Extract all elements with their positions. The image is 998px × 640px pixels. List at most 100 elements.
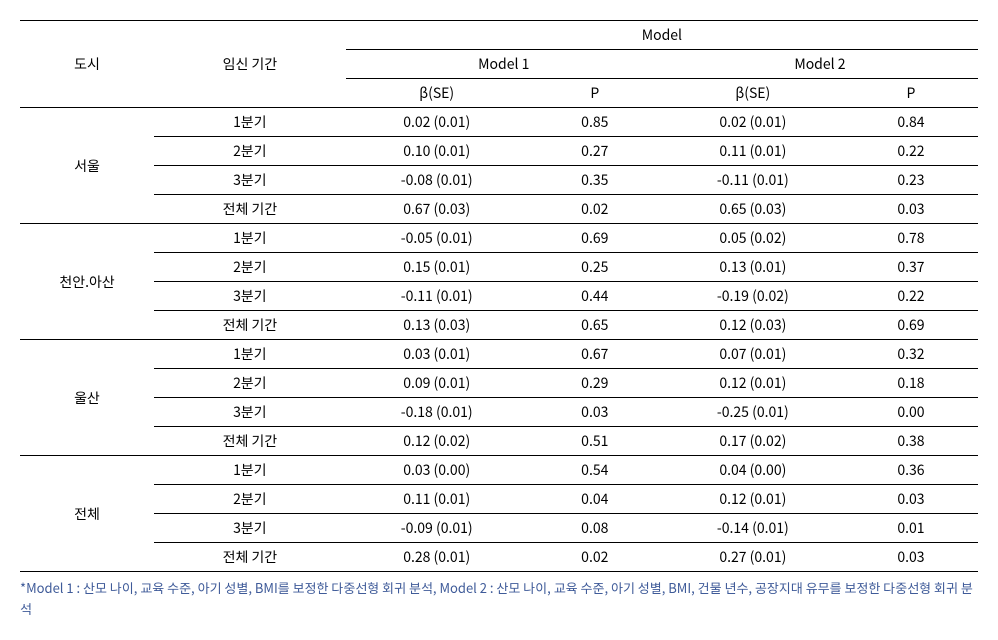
m2-beta-cell: 0.05 (0.02) bbox=[662, 224, 844, 253]
m1-p-cell: 0.04 bbox=[528, 485, 662, 514]
m2-beta-cell: 0.12 (0.03) bbox=[662, 311, 844, 340]
m2-beta-cell: 0.02 (0.01) bbox=[662, 108, 844, 137]
m2-p-cell: 0.03 bbox=[844, 543, 978, 572]
table-row: 2분기0.15 (0.01)0.250.13 (0.01)0.37 bbox=[20, 253, 978, 282]
period-cell: 3분기 bbox=[154, 514, 346, 543]
m1-p-cell: 0.25 bbox=[528, 253, 662, 282]
m1-beta-cell: -0.18 (0.01) bbox=[346, 398, 528, 427]
footnote: *Model 1 : 산모 나이, 교육 수준, 아기 성별, BMI를 보정한… bbox=[20, 578, 978, 620]
m2-p-cell: 0.69 bbox=[844, 311, 978, 340]
table-row: 3분기-0.09 (0.01)0.08-0.14 (0.01)0.01 bbox=[20, 514, 978, 543]
m2-beta-cell: 0.11 (0.01) bbox=[662, 137, 844, 166]
city-cell: 서울 bbox=[20, 108, 154, 224]
m2-p-cell: 0.38 bbox=[844, 427, 978, 456]
m2-beta-cell: 0.12 (0.01) bbox=[662, 485, 844, 514]
m1-beta-cell: 0.15 (0.01) bbox=[346, 253, 528, 282]
m1-p-cell: 0.29 bbox=[528, 369, 662, 398]
m1-p-cell: 0.44 bbox=[528, 282, 662, 311]
period-cell: 3분기 bbox=[154, 166, 346, 195]
period-cell: 2분기 bbox=[154, 253, 346, 282]
table-row: 3분기-0.08 (0.01)0.35-0.11 (0.01)0.23 bbox=[20, 166, 978, 195]
m2-p-cell: 0.00 bbox=[844, 398, 978, 427]
m1-p-cell: 0.65 bbox=[528, 311, 662, 340]
m2-p-cell: 0.03 bbox=[844, 195, 978, 224]
table-row: 서울1분기0.02 (0.01)0.850.02 (0.01)0.84 bbox=[20, 108, 978, 137]
m2-p-cell: 0.18 bbox=[844, 369, 978, 398]
m2-p-cell: 0.37 bbox=[844, 253, 978, 282]
m2-p-cell: 0.03 bbox=[844, 485, 978, 514]
m1-beta-cell: 0.11 (0.01) bbox=[346, 485, 528, 514]
m1-beta-cell: -0.09 (0.01) bbox=[346, 514, 528, 543]
period-cell: 2분기 bbox=[154, 369, 346, 398]
m1-beta-cell: 0.02 (0.01) bbox=[346, 108, 528, 137]
m1-p-cell: 0.08 bbox=[528, 514, 662, 543]
table-body: 서울1분기0.02 (0.01)0.850.02 (0.01)0.842분기0.… bbox=[20, 108, 978, 572]
period-cell: 전체 기간 bbox=[154, 543, 346, 572]
m2-beta-cell: -0.25 (0.01) bbox=[662, 398, 844, 427]
m2-beta-cell: -0.11 (0.01) bbox=[662, 166, 844, 195]
period-cell: 1분기 bbox=[154, 340, 346, 369]
m2-p-cell: 0.01 bbox=[844, 514, 978, 543]
m1-p-cell: 0.03 bbox=[528, 398, 662, 427]
m1-p-cell: 0.27 bbox=[528, 137, 662, 166]
m1-p-cell: 0.51 bbox=[528, 427, 662, 456]
city-cell: 울산 bbox=[20, 340, 154, 456]
header-p2: P bbox=[844, 79, 978, 108]
m2-beta-cell: 0.12 (0.01) bbox=[662, 369, 844, 398]
m1-beta-cell: -0.05 (0.01) bbox=[346, 224, 528, 253]
header-period: 임신 기간 bbox=[154, 21, 346, 108]
table-row: 울산1분기0.03 (0.01)0.670.07 (0.01)0.32 bbox=[20, 340, 978, 369]
data-table: 도시 임신 기간 Model Model 1 Model 2 β(SE) P β… bbox=[20, 20, 978, 572]
m2-beta-cell: -0.19 (0.02) bbox=[662, 282, 844, 311]
table-row: 전체1분기0.03 (0.00)0.540.04 (0.00)0.36 bbox=[20, 456, 978, 485]
period-cell: 전체 기간 bbox=[154, 311, 346, 340]
m1-p-cell: 0.35 bbox=[528, 166, 662, 195]
m2-beta-cell: 0.04 (0.00) bbox=[662, 456, 844, 485]
m1-p-cell: 0.02 bbox=[528, 543, 662, 572]
table-row: 3분기-0.18 (0.01)0.03-0.25 (0.01)0.00 bbox=[20, 398, 978, 427]
m1-beta-cell: 0.12 (0.02) bbox=[346, 427, 528, 456]
period-cell: 3분기 bbox=[154, 282, 346, 311]
m1-p-cell: 0.54 bbox=[528, 456, 662, 485]
m2-p-cell: 0.23 bbox=[844, 166, 978, 195]
table-row: 전체 기간0.67 (0.03)0.020.65 (0.03)0.03 bbox=[20, 195, 978, 224]
period-cell: 전체 기간 bbox=[154, 427, 346, 456]
period-cell: 2분기 bbox=[154, 137, 346, 166]
m1-beta-cell: 0.10 (0.01) bbox=[346, 137, 528, 166]
period-cell: 3분기 bbox=[154, 398, 346, 427]
m1-p-cell: 0.02 bbox=[528, 195, 662, 224]
m1-beta-cell: 0.03 (0.00) bbox=[346, 456, 528, 485]
header-p1: P bbox=[528, 79, 662, 108]
period-cell: 1분기 bbox=[154, 456, 346, 485]
period-cell: 2분기 bbox=[154, 485, 346, 514]
m2-beta-cell: 0.13 (0.01) bbox=[662, 253, 844, 282]
table-row: 전체 기간0.28 (0.01)0.020.27 (0.01)0.03 bbox=[20, 543, 978, 572]
header-model: Model bbox=[346, 21, 978, 50]
city-cell: 전체 bbox=[20, 456, 154, 572]
m1-beta-cell: 0.09 (0.01) bbox=[346, 369, 528, 398]
period-cell: 전체 기간 bbox=[154, 195, 346, 224]
m1-beta-cell: 0.13 (0.03) bbox=[346, 311, 528, 340]
m2-p-cell: 0.36 bbox=[844, 456, 978, 485]
m2-p-cell: 0.32 bbox=[844, 340, 978, 369]
period-cell: 1분기 bbox=[154, 108, 346, 137]
m2-beta-cell: 0.27 (0.01) bbox=[662, 543, 844, 572]
m1-beta-cell: -0.11 (0.01) bbox=[346, 282, 528, 311]
m1-beta-cell: 0.28 (0.01) bbox=[346, 543, 528, 572]
m2-beta-cell: 0.17 (0.02) bbox=[662, 427, 844, 456]
header-model1: Model 1 bbox=[346, 50, 662, 79]
m1-p-cell: 0.85 bbox=[528, 108, 662, 137]
table-row: 3분기-0.11 (0.01)0.44-0.19 (0.02)0.22 bbox=[20, 282, 978, 311]
table-row: 2분기0.09 (0.01)0.290.12 (0.01)0.18 bbox=[20, 369, 978, 398]
m2-p-cell: 0.78 bbox=[844, 224, 978, 253]
period-cell: 1분기 bbox=[154, 224, 346, 253]
table-row: 전체 기간0.13 (0.03)0.650.12 (0.03)0.69 bbox=[20, 311, 978, 340]
table-row: 2분기0.11 (0.01)0.040.12 (0.01)0.03 bbox=[20, 485, 978, 514]
m2-p-cell: 0.22 bbox=[844, 282, 978, 311]
table-row: 천안.아산1분기-0.05 (0.01)0.690.05 (0.02)0.78 bbox=[20, 224, 978, 253]
m1-p-cell: 0.69 bbox=[528, 224, 662, 253]
city-cell: 천안.아산 bbox=[20, 224, 154, 340]
m2-beta-cell: -0.14 (0.01) bbox=[662, 514, 844, 543]
m2-beta-cell: 0.07 (0.01) bbox=[662, 340, 844, 369]
header-model2: Model 2 bbox=[662, 50, 978, 79]
